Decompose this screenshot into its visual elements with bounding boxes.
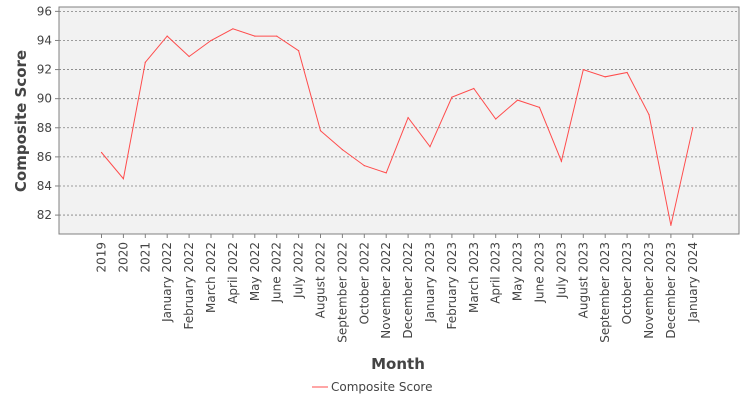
x-axis: 2019 2020 2021 January 2022 February 2022 Mar… — [95, 234, 700, 343]
data-point — [451, 96, 453, 98]
data-point — [604, 76, 606, 78]
x-tick-label: May 2022 — [248, 242, 262, 301]
x-tick-label: 2019 — [95, 242, 109, 273]
data-point — [254, 35, 256, 37]
x-tick-label: March 2022 — [204, 242, 218, 313]
y-tick-label: 86 — [37, 150, 52, 164]
x-tick-label: January 2022 — [160, 242, 174, 323]
data-point — [122, 178, 124, 180]
data-point — [385, 172, 387, 174]
data-point — [473, 87, 475, 90]
x-tick-label: December 2022 — [401, 242, 415, 339]
data-point — [429, 146, 431, 148]
data-point — [363, 165, 365, 167]
x-tick-label: December 2023 — [664, 242, 678, 339]
x-tick-label: February 2023 — [445, 242, 459, 330]
series-layer — [100, 28, 694, 226]
x-tick-label: January 2023 — [423, 242, 437, 323]
y-axis: 82 84 86 88 90 92 94 96 — [37, 4, 59, 222]
data-point — [341, 149, 343, 151]
x-tick-label: January 2024 — [686, 242, 700, 323]
x-tick-label: February 2022 — [182, 242, 196, 330]
data-point — [517, 99, 519, 101]
data-point — [276, 35, 278, 37]
x-tick-label: November 2023 — [642, 242, 656, 339]
x-tick-label: 2021 — [138, 242, 152, 273]
y-tick-label: 84 — [37, 179, 52, 193]
x-tick-label: October 2022 — [357, 242, 371, 324]
y-tick-label: 92 — [37, 63, 52, 77]
data-point — [582, 68, 584, 71]
x-tick-label: August 2023 — [576, 242, 590, 318]
data-point — [692, 127, 694, 129]
x-tick-label: September 2023 — [598, 242, 612, 343]
data-point — [210, 39, 212, 42]
x-tick-label: June 2023 — [533, 242, 547, 304]
x-tick-label: April 2023 — [489, 242, 503, 304]
data-point — [495, 118, 497, 120]
x-tick-label: September 2022 — [335, 242, 349, 343]
x-tick-label: August 2022 — [314, 242, 328, 318]
x-tick-label: April 2022 — [226, 242, 240, 304]
y-tick-label: 82 — [37, 208, 52, 222]
data-point — [232, 28, 234, 30]
x-tick-label: March 2023 — [467, 242, 481, 313]
y-tick-label: 88 — [37, 121, 52, 135]
data-point — [100, 151, 103, 154]
x-tick-label: July 2022 — [292, 242, 306, 299]
data-point — [144, 61, 146, 63]
y-tick-label: 96 — [37, 4, 52, 18]
y-axis-title: Composite Score — [12, 50, 30, 192]
data-point — [188, 55, 190, 58]
plot-area — [58, 6, 740, 235]
legend: Composite Score — [312, 380, 432, 394]
data-point — [670, 224, 672, 226]
data-point — [626, 71, 628, 74]
data-point — [319, 130, 322, 132]
x-tick-label: October 2023 — [620, 242, 634, 324]
data-point — [407, 116, 409, 119]
y-tick-label: 90 — [37, 92, 52, 106]
data-point — [560, 160, 563, 162]
x-tick-label: November 2022 — [379, 242, 393, 339]
data-point — [538, 106, 541, 109]
x-tick-label: 2020 — [116, 242, 130, 273]
data-point — [298, 50, 300, 52]
x-tick-label: July 2023 — [554, 242, 568, 299]
x-axis-title: Month — [371, 355, 425, 373]
legend-label: Composite Score — [331, 380, 432, 394]
x-tick-label: May 2023 — [511, 242, 525, 301]
series-line — [101, 28, 694, 226]
x-tick-label: June 2022 — [270, 242, 284, 304]
data-point — [166, 35, 168, 37]
data-point — [648, 114, 650, 116]
y-tick-label: 94 — [37, 33, 52, 47]
